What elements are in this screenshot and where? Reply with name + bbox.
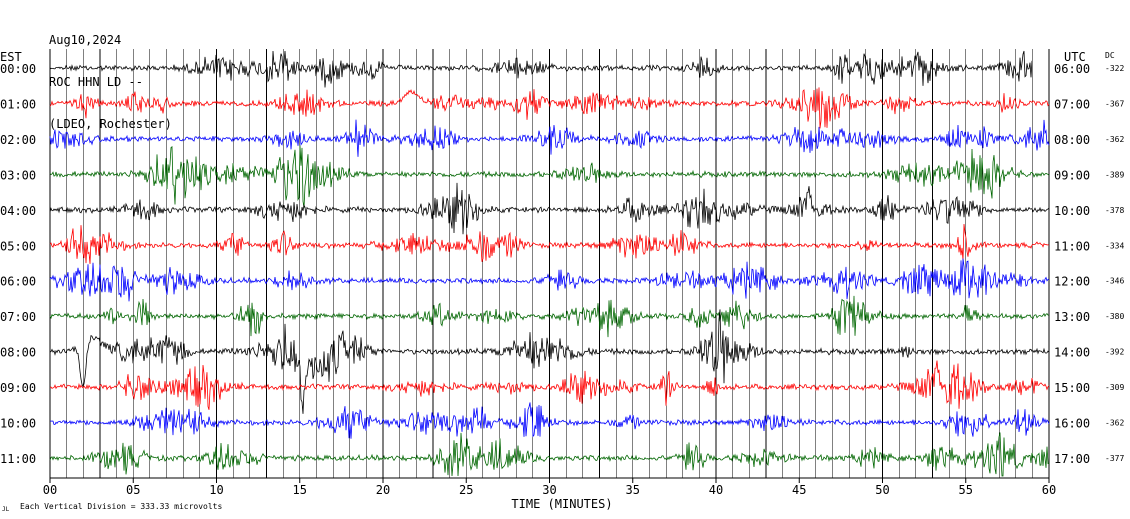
x-tick-label: 05 xyxy=(126,483,140,497)
est-axis-label: EST xyxy=(0,50,22,64)
dc-offset-label: -309 xyxy=(1105,383,1124,392)
x-tick-label: 10 xyxy=(209,483,223,497)
est-hour-label: 07:00 xyxy=(0,310,36,324)
trace-line xyxy=(49,87,1050,129)
x-tick-label: 25 xyxy=(459,483,473,497)
est-hour-label: 06:00 xyxy=(0,275,36,289)
scale-note: Each Vertical Division = 333.33 microvol… xyxy=(20,502,222,511)
dc-offset-label: -362 xyxy=(1105,135,1124,144)
utc-hour-label: 16:00 xyxy=(1054,417,1090,431)
x-tick-label: 20 xyxy=(376,483,390,497)
trace-line xyxy=(49,223,1050,264)
est-hour-label: 10:00 xyxy=(0,417,36,431)
est-hour-label: 02:00 xyxy=(0,133,36,147)
dc-offset-label: -380 xyxy=(1105,312,1124,321)
x-tick-label: 50 xyxy=(875,483,889,497)
est-hour-label: 04:00 xyxy=(0,204,36,218)
utc-hour-label: 06:00 xyxy=(1054,62,1090,76)
utc-hour-label: 14:00 xyxy=(1054,346,1090,360)
grid-lines xyxy=(49,49,1050,483)
est-hour-label: 11:00 xyxy=(0,452,36,466)
est-hour-label: 05:00 xyxy=(0,239,36,253)
dc-offset-label: -377 xyxy=(1105,454,1124,463)
trace-line xyxy=(49,432,1050,477)
trace-line xyxy=(50,402,1050,439)
dc-offset-label: -334 xyxy=(1105,241,1124,250)
trace-line xyxy=(49,119,1050,157)
est-hour-label: 01:00 xyxy=(0,97,36,111)
utc-axis-label: UTC xyxy=(1064,50,1086,64)
utc-hour-label: 12:00 xyxy=(1054,275,1090,289)
utc-hour-label: 15:00 xyxy=(1054,381,1090,395)
utc-hour-label: 09:00 xyxy=(1054,168,1090,182)
utc-hour-label: 13:00 xyxy=(1054,310,1090,324)
utc-hour-label: 17:00 xyxy=(1054,452,1090,466)
est-hour-label: 03:00 xyxy=(0,168,36,182)
corner-mark: JL xyxy=(2,506,10,513)
x-tick-label: 45 xyxy=(792,483,806,497)
utc-hour-label: 10:00 xyxy=(1054,204,1090,218)
utc-hour-label: 08:00 xyxy=(1054,133,1090,147)
est-hour-label: 09:00 xyxy=(0,381,36,395)
est-hour-label: 08:00 xyxy=(0,346,36,360)
x-tick-label: 35 xyxy=(626,483,640,497)
dc-offset-label: -389 xyxy=(1105,170,1124,179)
dc-offset-label: -392 xyxy=(1105,348,1124,357)
x-tick-label: 00 xyxy=(43,483,57,497)
trace-line xyxy=(49,360,1050,410)
dc-offset-label: -346 xyxy=(1105,277,1124,286)
x-axis-title: TIME (MINUTES) xyxy=(511,497,612,511)
trace-line xyxy=(49,182,1050,235)
x-tick-label: 15 xyxy=(293,483,307,497)
trace-line xyxy=(49,50,1033,88)
trace-line xyxy=(49,309,1050,414)
axis-labels: EST UTC DC TIME (MINUTES) Each Vertical … xyxy=(0,50,1124,513)
x-tick-label: 55 xyxy=(959,483,973,497)
dc-offset-label: -367 xyxy=(1105,99,1124,108)
network-name: (LDEO, Rochester) xyxy=(49,117,172,131)
x-tick-label: 30 xyxy=(542,483,556,497)
x-tick-label: 40 xyxy=(709,483,723,497)
dc-offset-label: -378 xyxy=(1105,206,1124,215)
dc-offset-label: -322 xyxy=(1105,64,1124,73)
utc-hour-label: 07:00 xyxy=(1054,97,1090,111)
trace-line xyxy=(49,295,1050,338)
dc-offset-label: -362 xyxy=(1105,419,1124,428)
dc-column-label: DC xyxy=(1105,51,1115,60)
x-tick-label: 60 xyxy=(1042,483,1056,497)
utc-hour-label: 11:00 xyxy=(1054,239,1090,253)
seismic-traces xyxy=(49,50,1050,477)
est-hour-label: 00:00 xyxy=(0,62,36,76)
record-date: Aug10,2024 xyxy=(49,33,122,47)
trace-line xyxy=(49,258,1050,302)
trace-line xyxy=(49,145,1050,208)
